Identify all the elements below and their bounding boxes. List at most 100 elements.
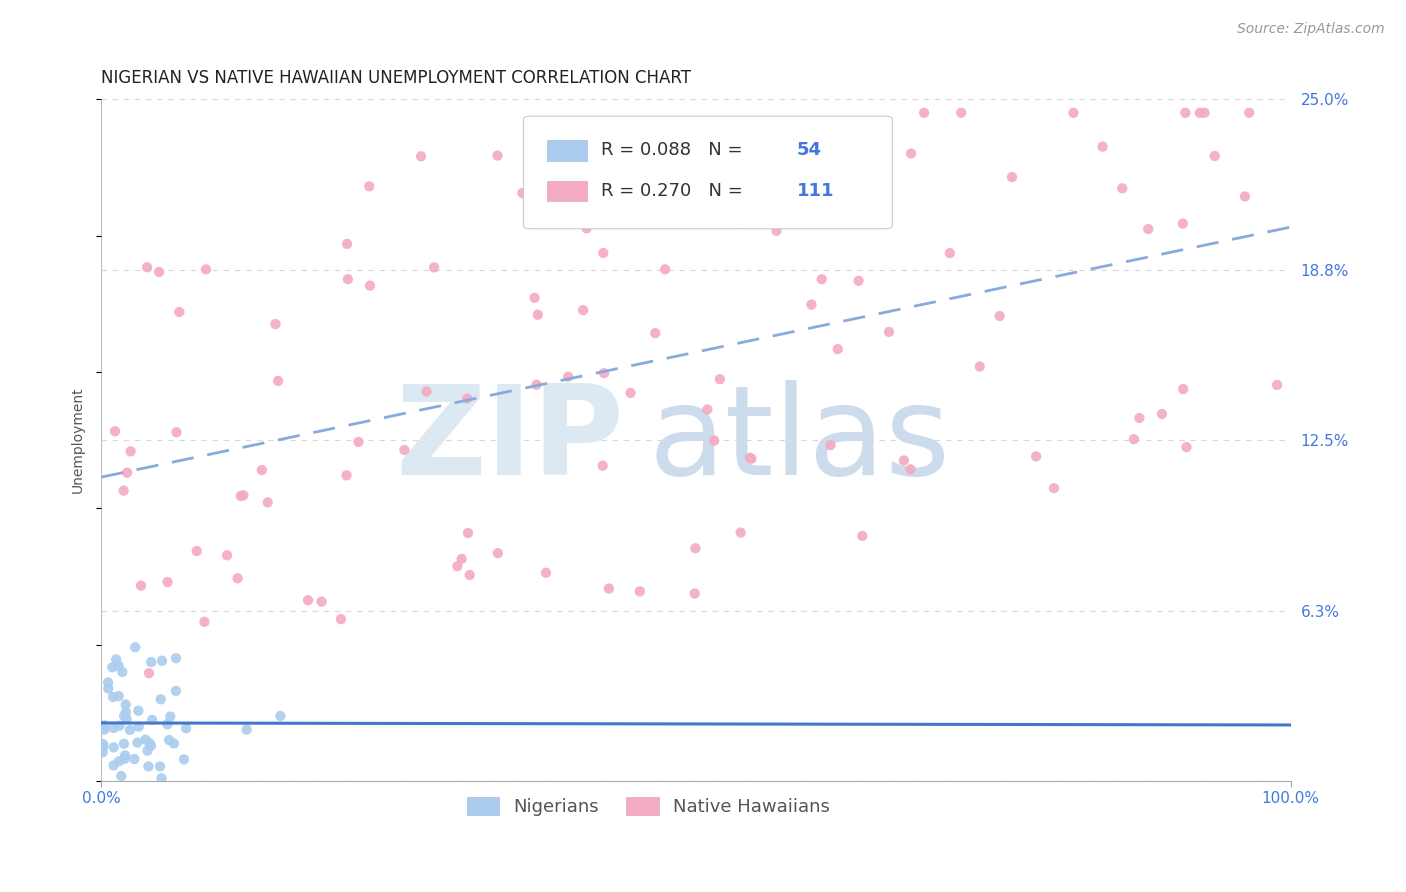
- Point: [593, 366, 616, 380]
- Point: [169, 305, 191, 319]
- Point: [844, 161, 866, 176]
- Point: [311, 595, 333, 609]
- Text: R = 0.270   N =: R = 0.270 N =: [600, 182, 748, 200]
- Point: [335, 468, 357, 483]
- Point: [136, 744, 159, 758]
- Point: [269, 709, 291, 723]
- Point: [409, 149, 432, 163]
- Point: [124, 752, 146, 766]
- Point: [877, 325, 900, 339]
- Point: [174, 722, 197, 736]
- Point: [450, 552, 472, 566]
- Point: [141, 713, 163, 727]
- Point: [423, 260, 446, 275]
- Point: [115, 712, 138, 726]
- Point: [149, 692, 172, 706]
- Point: [129, 579, 152, 593]
- Point: [851, 529, 873, 543]
- Point: [592, 246, 614, 260]
- Point: [912, 105, 935, 120]
- Point: [114, 752, 136, 766]
- Point: [1233, 189, 1256, 203]
- Point: [156, 717, 179, 731]
- Point: [104, 425, 127, 439]
- Point: [329, 612, 352, 626]
- Point: [138, 759, 160, 773]
- Point: [969, 359, 991, 374]
- Point: [173, 752, 195, 766]
- Point: [446, 559, 468, 574]
- Point: [91, 737, 114, 751]
- Point: [150, 771, 173, 785]
- Point: [592, 458, 614, 473]
- Text: 54: 54: [797, 141, 823, 160]
- Point: [800, 297, 823, 311]
- Point: [139, 739, 162, 753]
- Point: [186, 544, 208, 558]
- Point: [166, 425, 188, 440]
- Point: [232, 488, 254, 502]
- Point: [93, 718, 115, 732]
- Point: [359, 179, 381, 194]
- Point: [91, 745, 114, 759]
- Point: [740, 451, 762, 466]
- Point: [770, 135, 793, 149]
- Point: [557, 369, 579, 384]
- Point: [572, 303, 595, 318]
- Point: [97, 675, 120, 690]
- Point: [138, 666, 160, 681]
- Point: [1001, 170, 1024, 185]
- Point: [149, 759, 172, 773]
- Point: [193, 615, 215, 629]
- Point: [1171, 217, 1194, 231]
- Point: [215, 549, 238, 563]
- Point: [730, 525, 752, 540]
- Point: [939, 246, 962, 260]
- Point: [1237, 105, 1260, 120]
- Point: [112, 709, 135, 723]
- Point: [486, 148, 509, 162]
- Text: atlas: atlas: [648, 380, 950, 500]
- Point: [1043, 481, 1066, 495]
- Point: [527, 308, 550, 322]
- Point: [709, 372, 731, 386]
- Point: [128, 720, 150, 734]
- Point: [127, 736, 149, 750]
- Point: [827, 342, 849, 356]
- Point: [1188, 105, 1211, 120]
- Point: [194, 262, 217, 277]
- Point: [359, 278, 381, 293]
- Point: [165, 684, 187, 698]
- Point: [114, 748, 136, 763]
- Point: [120, 444, 142, 458]
- Point: [336, 272, 359, 286]
- Point: [685, 541, 707, 556]
- Point: [148, 265, 170, 279]
- Point: [91, 739, 114, 753]
- Point: [107, 659, 129, 673]
- Point: [336, 236, 359, 251]
- Point: [105, 652, 128, 666]
- Point: [728, 216, 751, 230]
- Point: [1204, 149, 1226, 163]
- Text: ZIP: ZIP: [396, 380, 624, 500]
- Point: [136, 260, 159, 275]
- Point: [810, 272, 832, 286]
- Point: [159, 709, 181, 723]
- Point: [93, 723, 115, 737]
- Point: [1128, 411, 1150, 425]
- Point: [848, 274, 870, 288]
- Point: [828, 167, 851, 181]
- Point: [108, 719, 131, 733]
- Point: [720, 122, 742, 136]
- Text: R = 0.088   N =: R = 0.088 N =: [600, 141, 748, 160]
- Point: [523, 291, 546, 305]
- Point: [267, 374, 290, 388]
- Point: [654, 262, 676, 277]
- Point: [250, 463, 273, 477]
- Point: [1174, 105, 1197, 120]
- Point: [1265, 378, 1288, 392]
- Point: [820, 438, 842, 452]
- Point: [127, 704, 149, 718]
- Point: [1175, 440, 1198, 454]
